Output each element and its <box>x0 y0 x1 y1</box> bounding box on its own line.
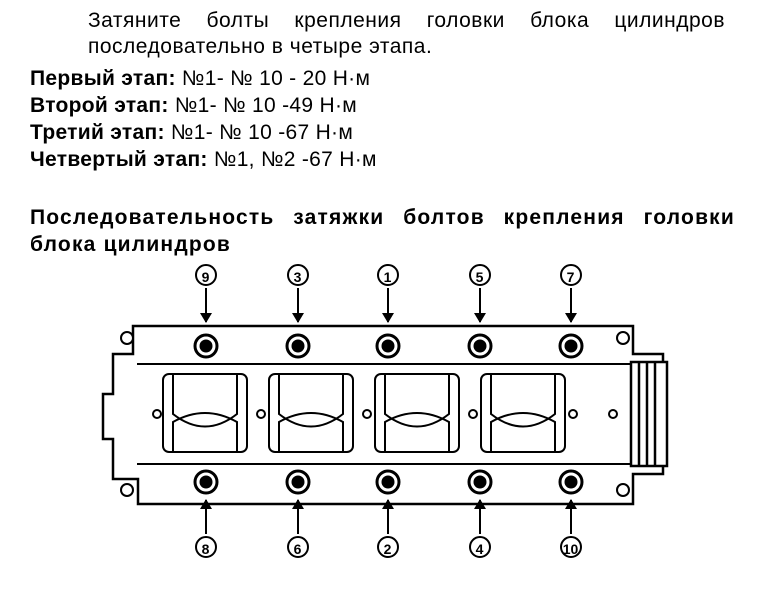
arrow-down-icon <box>205 288 207 322</box>
bolt-label-9: 9 <box>195 264 217 286</box>
stage-3-label: Третий этап: <box>30 121 165 144</box>
arrow-up-icon <box>570 500 572 534</box>
bolt-label-4: 4 <box>469 536 491 558</box>
bolt-label-1: 1 <box>377 264 399 286</box>
bolt-label-8: 8 <box>195 536 217 558</box>
arrow-up-icon <box>205 500 207 534</box>
arrow-down-icon <box>297 288 299 322</box>
bolt-label-3: 3 <box>287 264 309 286</box>
section-title: Последовательность затяжки болтов крепле… <box>30 204 735 259</box>
stage-3: Третий этап: №1- № 10 -67 Н·м <box>30 119 735 146</box>
stage-4: Четвертый этап: №1, №2 -67 Н·м <box>30 146 735 173</box>
arrow-down-icon <box>570 288 572 322</box>
stage-2-value: №1- № 10 -49 Н·м <box>175 94 357 117</box>
stage-4-label: Четвертый этап: <box>30 148 208 171</box>
arrow-up-icon <box>387 500 389 534</box>
stage-3-value: №1- № 10 -67 Н·м <box>171 121 353 144</box>
bolt-label-7: 7 <box>560 264 582 286</box>
stage-1: Первый этап: №1- № 10 - 20 Н·м <box>30 65 735 92</box>
cylinder-head-diagram: 9 3 1 5 7 <box>73 264 693 584</box>
arrow-down-icon <box>479 288 481 322</box>
page-root: Затяните болты крепления головки блока ц… <box>0 0 765 594</box>
bolt-label-5: 5 <box>469 264 491 286</box>
arrow-up-icon <box>297 500 299 534</box>
bolt-label-6: 6 <box>287 536 309 558</box>
stage-2-label: Второй этап: <box>30 94 169 117</box>
bolt-label-2: 2 <box>377 536 399 558</box>
stage-4-value: №1, №2 -67 Н·м <box>214 148 377 171</box>
arrow-down-icon <box>387 288 389 322</box>
arrow-up-icon <box>479 500 481 534</box>
stage-1-label: Первый этап: <box>30 67 176 90</box>
intro-text: Затяните болты крепления головки блока ц… <box>30 8 735 61</box>
stage-1-value: №1- № 10 - 20 Н·м <box>182 67 370 90</box>
stage-2: Второй этап: №1- № 10 -49 Н·м <box>30 92 735 119</box>
bolt-label-10: 10 <box>560 536 582 558</box>
